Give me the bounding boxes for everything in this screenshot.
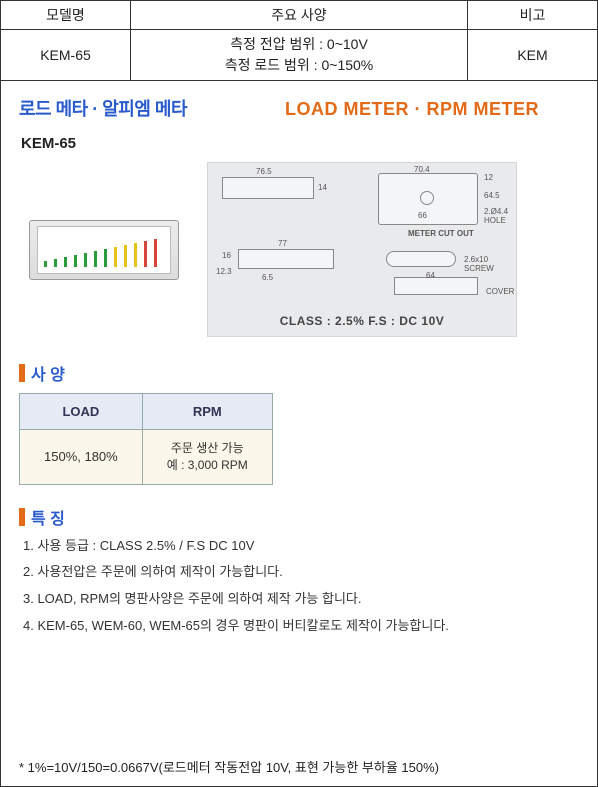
th-rpm: RPM xyxy=(142,394,272,430)
dim-hole: 2.Ø4.4 HOLE xyxy=(484,207,516,225)
feature-item-3: 3. LOAD, RPM의 명판사양은 주문에 의하여 제작 가능 합니다. xyxy=(23,590,579,609)
scale-bar xyxy=(134,243,137,267)
scale-bar xyxy=(74,255,77,267)
section-features-title: 특 징 xyxy=(31,505,65,529)
scale-bar xyxy=(64,257,67,267)
th-model: 모델명 xyxy=(1,1,131,30)
cutout-label: METER CUT OUT xyxy=(408,229,474,238)
th-remark: 비고 xyxy=(468,1,598,30)
spec-line2: 측정 로드 범위 : 0~150% xyxy=(139,55,459,76)
load-rpm-table: LOAD RPM 150%, 180% 주문 생산 가능 예 : 3,000 R… xyxy=(19,393,273,485)
title-en: LOAD METER · RPM METER xyxy=(285,99,539,120)
section-spec-header: 사 양 xyxy=(19,361,579,385)
title-kr: 로드 메타 · 알피엠 메타 xyxy=(19,95,187,121)
spec-line1: 측정 전압 범위 : 0~10V xyxy=(139,34,459,55)
feature-item-4: 4. KEM-65, WEM-60, WEM-65의 경우 명판이 버티칼로도 … xyxy=(23,617,579,636)
product-photo xyxy=(19,190,189,310)
scale-bar xyxy=(94,251,97,267)
scale-bar xyxy=(114,247,117,267)
class-line: CLASS : 2.5% F.S : DC 10V xyxy=(208,314,516,328)
dim-64-5: 64.5 xyxy=(484,191,500,200)
photo-scale xyxy=(44,239,164,267)
th-load: LOAD xyxy=(20,394,143,430)
rpm-line2: 예 : 3,000 RPM xyxy=(167,457,248,474)
diag-cover xyxy=(394,277,478,295)
dimension-diagram: 76.5 14 70.4 64.5 66 12 2.Ø4.4 HOLE METE… xyxy=(207,162,517,337)
feature-item-1: 1. 사용 등급 : CLASS 2.5% / F.S DC 10V xyxy=(23,537,579,556)
dim-77: 77 xyxy=(278,239,287,248)
scale-bar xyxy=(104,249,107,267)
footnote: * 1%=10V/150=0.0667V(로드메터 작동전압 10V, 표현 가… xyxy=(19,757,579,776)
td-rpm: 주문 생산 가능 예 : 3,000 RPM xyxy=(142,430,272,485)
rpm-line1: 주문 생산 가능 xyxy=(167,440,248,457)
scale-bar xyxy=(154,239,157,267)
diag-front-view xyxy=(222,177,314,199)
dim-12-3: 12.3 xyxy=(216,267,232,276)
diag-cutout-hole-icon xyxy=(420,191,434,205)
figure-row: 76.5 14 70.4 64.5 66 12 2.Ø4.4 HOLE METE… xyxy=(19,162,579,337)
feature-item-2: 2. 사용전압은 주문에 의하여 제작이 가능합니다. xyxy=(23,563,579,582)
scale-bar xyxy=(124,245,127,267)
td-model: KEM-65 xyxy=(1,30,131,81)
section-bar-icon xyxy=(19,508,25,526)
dim-76-5: 76.5 xyxy=(256,167,272,176)
section-spec-title: 사 양 xyxy=(31,361,65,385)
dim-6-5: 6.5 xyxy=(262,273,273,282)
th-spec: 주요 사양 xyxy=(131,1,468,30)
photo-face xyxy=(37,226,171,274)
diag-side-view xyxy=(238,249,334,269)
dim-64: 64 xyxy=(426,271,435,280)
td-load: 150%, 180% xyxy=(20,430,143,485)
scale-bar xyxy=(44,261,47,267)
features-list: 1. 사용 등급 : CLASS 2.5% / F.S DC 10V 2. 사용… xyxy=(19,537,579,636)
scale-bar xyxy=(54,259,57,267)
dim-12: 12 xyxy=(484,173,493,182)
dim-70-4: 70.4 xyxy=(414,165,430,174)
dim-screw: 2.6x10 SCREW xyxy=(464,255,516,273)
scale-bar xyxy=(84,253,87,267)
dim-14: 14 xyxy=(318,183,327,192)
section-features-header: 특 징 xyxy=(19,505,579,529)
dim-16: 16 xyxy=(222,251,231,260)
diag-screw-block xyxy=(386,251,456,267)
top-spec-table: 모델명 주요 사양 비고 KEM-65 측정 전압 범위 : 0~10V 측정 … xyxy=(0,0,598,81)
dim-66: 66 xyxy=(418,211,427,220)
td-spec: 측정 전압 범위 : 0~10V 측정 로드 범위 : 0~150% xyxy=(131,30,468,81)
title-row: 로드 메타 · 알피엠 메타 LOAD METER · RPM METER xyxy=(19,95,579,121)
model-label: KEM-65 xyxy=(21,135,579,152)
section-bar-icon xyxy=(19,364,25,382)
page-body: 로드 메타 · 알피엠 메타 LOAD METER · RPM METER KE… xyxy=(0,81,598,787)
td-remark: KEM xyxy=(468,30,598,81)
scale-bar xyxy=(144,241,147,267)
cover-label: COVER xyxy=(486,287,514,296)
